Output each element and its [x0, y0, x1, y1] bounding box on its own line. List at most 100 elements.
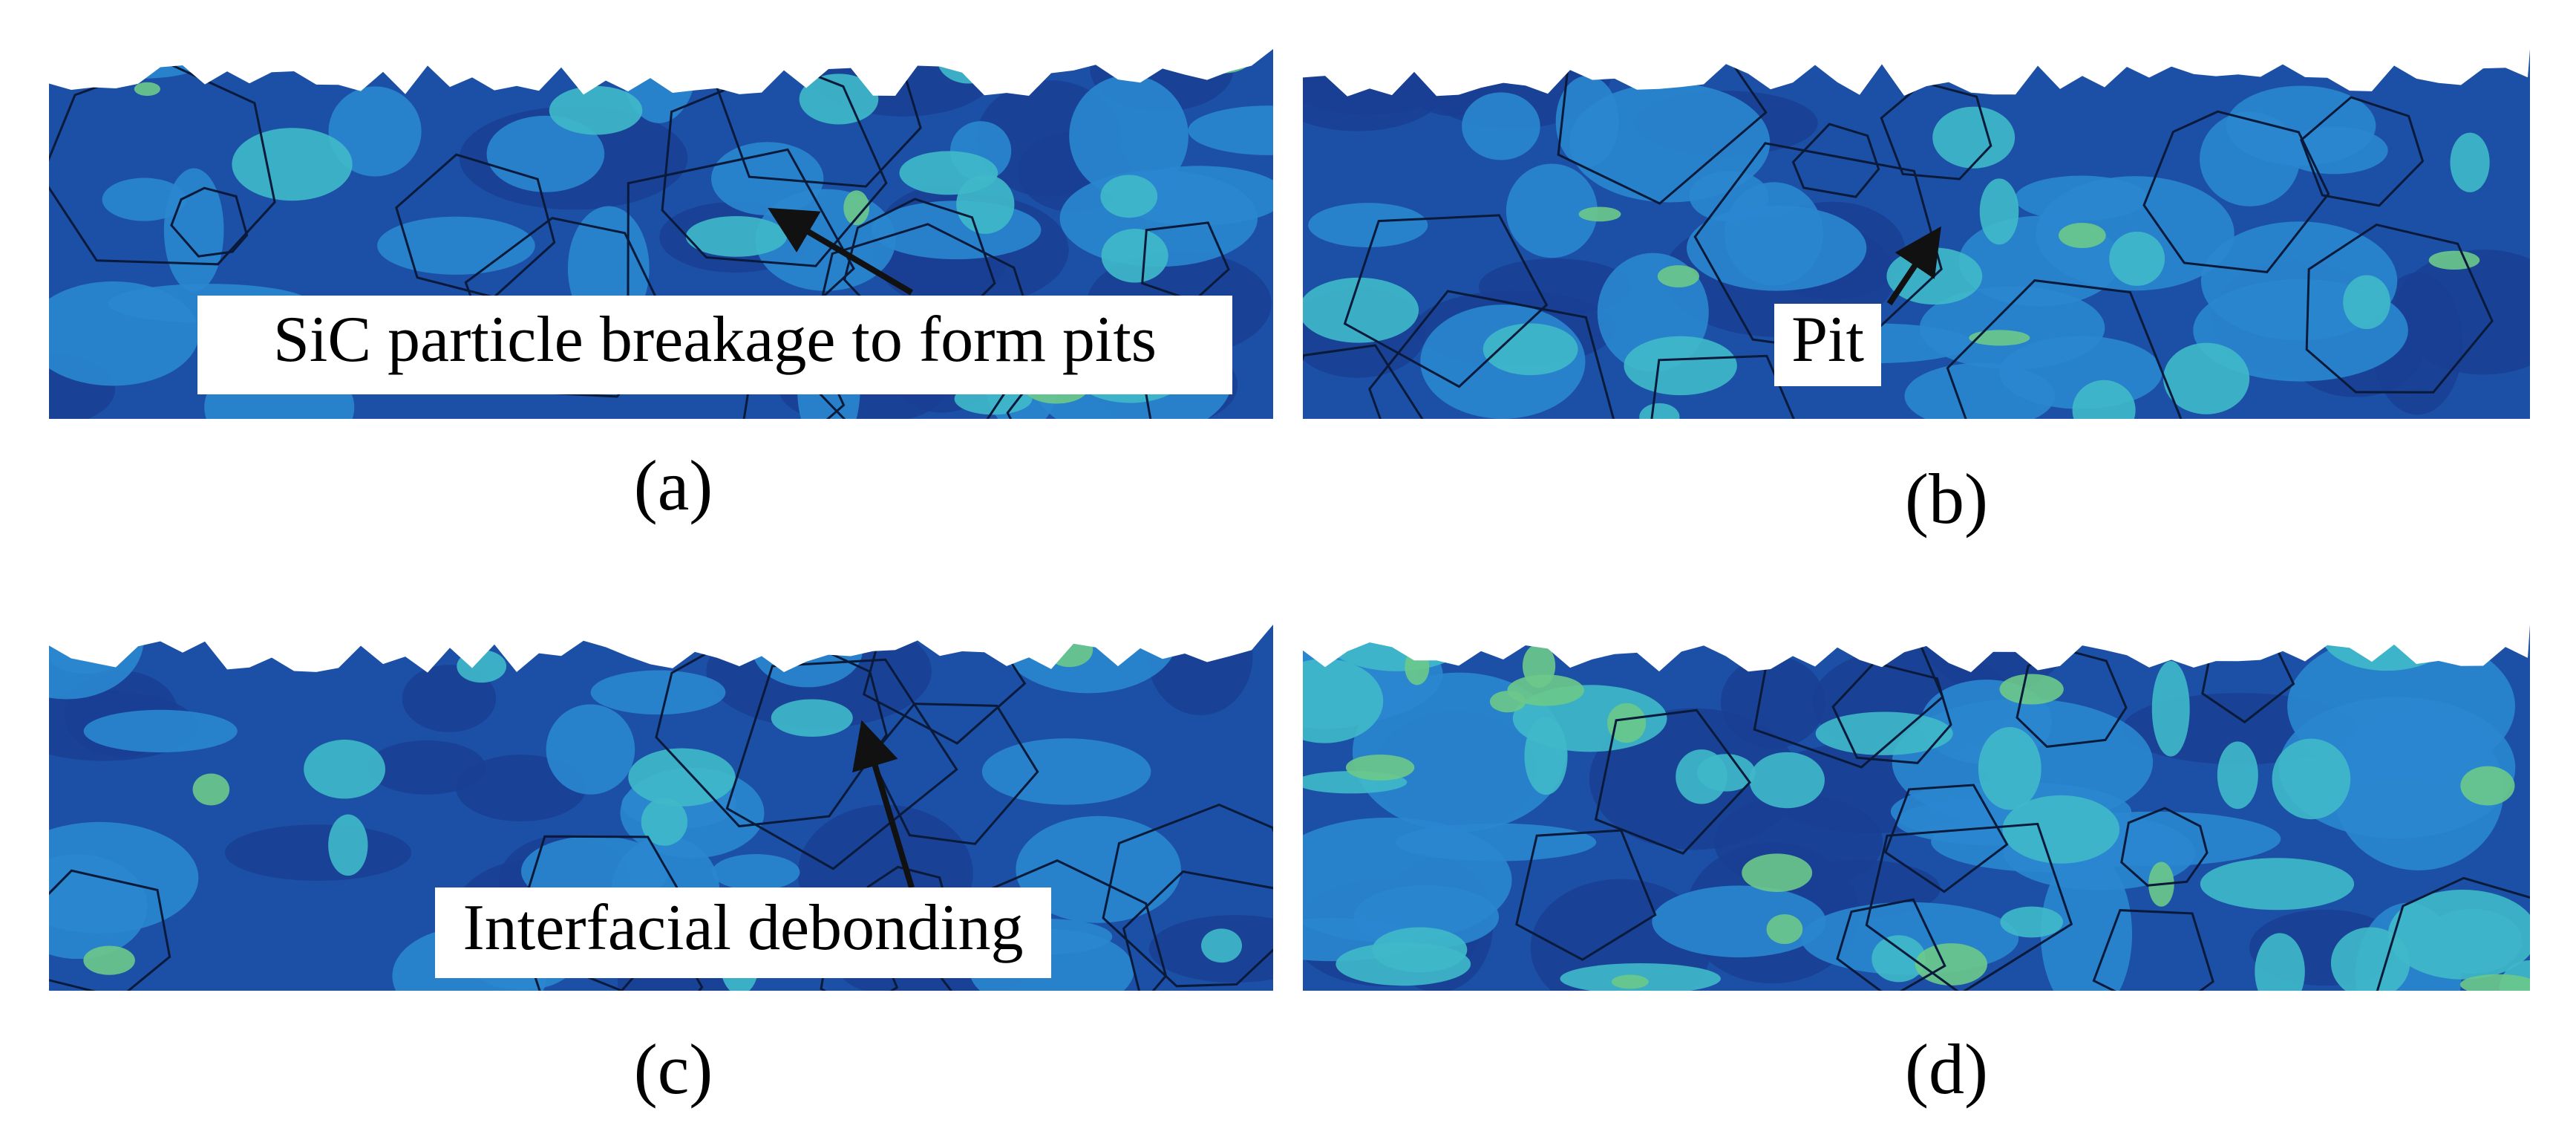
stress-patch [1303, 277, 1419, 343]
arrow [768, 207, 914, 296]
stress-patch [304, 739, 386, 799]
stress-patch [1578, 206, 1621, 222]
stress-patch [2450, 132, 2490, 192]
particle [49, 869, 171, 991]
stress-patch [1999, 674, 2064, 705]
overlay: (a) (b) (c) (d) SiC particle breakage to… [197, 207, 1988, 1109]
surface-edge [49, 625, 1273, 673]
stress-patch [1639, 403, 1680, 419]
stress-patch [328, 86, 422, 177]
stress-patch [2000, 906, 2064, 938]
stress-patch [1742, 853, 1813, 893]
stress-patch [83, 709, 238, 753]
stress-patch [1749, 752, 1825, 809]
stress-patch [1555, 75, 1619, 167]
contour-panel [1303, 49, 2530, 419]
stress-patch [1308, 203, 1428, 248]
panel-label: (c) [634, 1029, 713, 1109]
stress-patch [1345, 754, 1415, 781]
stress-patch [1689, 171, 1769, 222]
particle [1884, 784, 2009, 893]
stress-patch [549, 85, 643, 135]
stress-patch [1766, 914, 1803, 945]
stress-patch [1522, 643, 1556, 688]
particle [661, 63, 888, 267]
stress-patch [1506, 163, 1598, 258]
stress-patch [628, 748, 736, 807]
particle [1831, 661, 1952, 764]
stress-patch [2387, 889, 2530, 980]
stress-patch [2163, 342, 2250, 414]
stress-patch [1915, 943, 1987, 986]
stress-patch [163, 168, 224, 292]
stress-patch [771, 699, 853, 737]
stress-patch [2059, 222, 2106, 249]
stress-patch [2217, 741, 2258, 810]
stress-patch [2460, 974, 2530, 991]
stress-patch [224, 824, 412, 881]
stress-patch [546, 704, 635, 795]
stress-patch [1352, 672, 1566, 832]
stress-patch [1336, 942, 1471, 986]
stress-patch [1462, 92, 1540, 160]
stress-patch [711, 854, 800, 890]
particle [1102, 803, 1273, 988]
stress-patch [799, 74, 879, 125]
arrow [1886, 226, 1941, 306]
stress-patch [843, 190, 869, 226]
stress-patch [232, 128, 353, 201]
panel-label: (d) [1905, 1029, 1988, 1109]
particle [2092, 909, 2214, 991]
stress-patch [2002, 795, 2120, 864]
stress-patch [1395, 823, 1597, 861]
contour-panel [49, 49, 1273, 419]
particle [464, 216, 673, 398]
stress-patch [83, 945, 135, 975]
particle [862, 625, 1027, 745]
surface-edge [1303, 49, 2530, 97]
surface-edge [49, 49, 1273, 96]
panel-label: (a) [634, 446, 713, 525]
stress-patch [981, 738, 1151, 805]
stress-patch [1201, 928, 1243, 963]
stress-patch [1482, 323, 1578, 376]
stress-patch [685, 215, 788, 257]
stress-patch [2200, 111, 2301, 206]
particle [2300, 96, 2425, 207]
annotation: SiC particle breakage to form pits [273, 304, 1157, 376]
stress-patch [1624, 336, 1737, 396]
stress-patch [1657, 265, 1699, 287]
particle [2120, 807, 2209, 887]
stress-patch [1489, 691, 1526, 713]
particle [170, 186, 249, 258]
particle [1557, 49, 1768, 205]
stress-patch [1969, 330, 2030, 346]
particle [1515, 829, 1657, 961]
stress-patch [2072, 380, 2136, 419]
particle [49, 61, 276, 266]
particle [1594, 709, 1751, 855]
stress-patch [641, 798, 688, 846]
stress-patch [2014, 175, 2148, 221]
stress-patch [1016, 815, 1181, 923]
stress-patch [1979, 178, 2019, 245]
particle [1122, 870, 1273, 991]
arrow [852, 720, 915, 889]
stress-patch [328, 814, 368, 876]
particle [655, 625, 888, 828]
stress-patch [2272, 738, 2351, 820]
stress-patch [2343, 275, 2390, 330]
stress-patch [1069, 75, 1189, 198]
stress-patch [192, 773, 230, 806]
particle [2305, 223, 2494, 394]
panel-label: (b) [1905, 459, 1988, 538]
stress-patch [2255, 933, 2305, 991]
stress-patch [1611, 974, 1649, 989]
stress-patch [1101, 229, 1168, 283]
stress-patch [1188, 105, 1273, 155]
stress-patch [590, 670, 726, 715]
stress-patch [367, 740, 486, 795]
stress-patch [1507, 674, 1584, 706]
particle [1946, 279, 2183, 419]
particle [2142, 110, 2330, 273]
